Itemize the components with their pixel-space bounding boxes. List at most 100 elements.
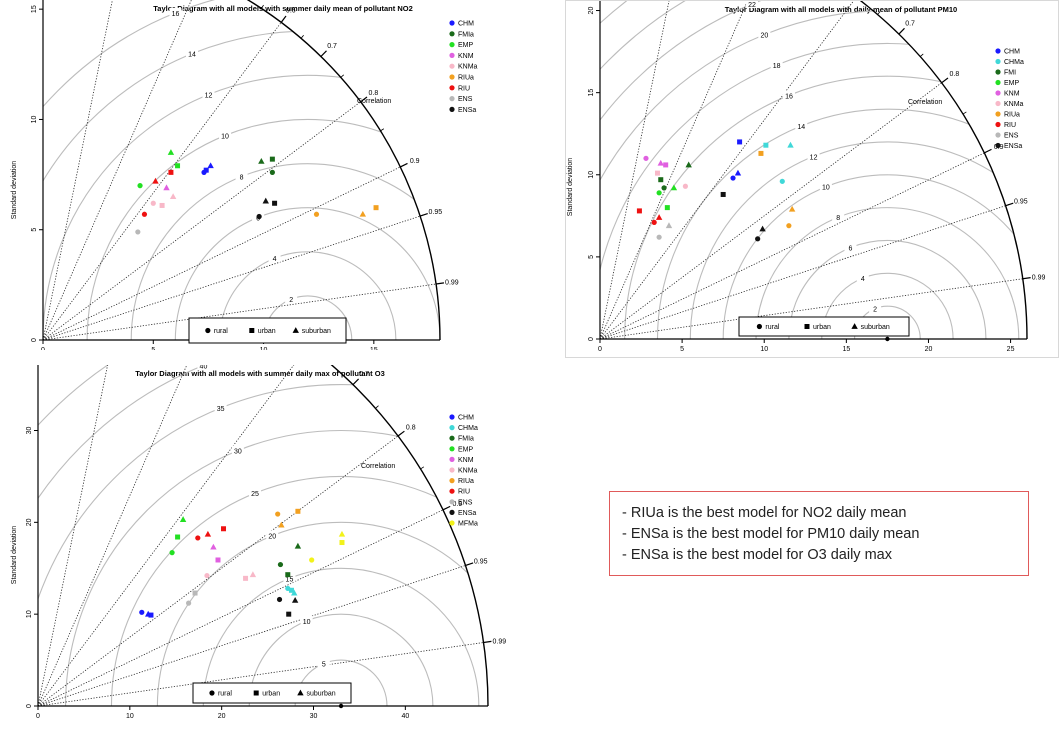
rms-contour-label: 12 [810,154,818,161]
legend-marker-ens [449,96,455,102]
data-point-fmi [685,161,692,168]
site-legend-box [188,317,347,344]
site-legend-suburban-label: suburban [306,691,335,698]
y-tick-label: 20 [26,518,33,526]
correlation-ray [37,565,466,707]
data-point-fmia [269,156,275,162]
data-point-knma [249,571,257,578]
rms-contour [600,1,1027,339]
rms-contour-label: 35 [217,406,225,413]
outer-arc [330,365,489,707]
rms-contour-label: 8 [240,174,244,181]
legend-marker-ensa [995,142,1001,149]
y-axis-label: Standard deviation [11,161,18,219]
correlation-tick-label: 0.95 [429,209,443,216]
rms-label-bg [856,273,869,283]
rms-label-bg [795,120,808,130]
data-point-chm [737,139,743,145]
rms-label-bg [283,573,296,583]
legend-label: KNMa [1004,101,1024,108]
correlation-tick-label: 0.8 [369,90,379,97]
taylor-diagram-no2: Taylor Diagram with all models with summ… [0,0,545,350]
data-point-ens [186,600,192,606]
legend-marker-fmia [449,435,455,441]
legend-marker-riu [995,121,1001,128]
correlation-tick-label: 0.7 [905,21,915,28]
legend-label: ENS [1004,133,1019,140]
data-point-ensa [272,200,278,206]
correlation-minor-tick [465,563,470,566]
data-point-ensa [256,213,262,220]
data-point-chm [730,175,736,181]
correlation-tick-label: 0.6 [286,8,296,15]
rms-contour-label: 15 [286,576,294,583]
correlation-ray [37,365,295,707]
data-point-chm [207,162,214,169]
data-point-chma [763,142,769,148]
legend-label: RIU [458,85,470,92]
data-point-mfma [338,530,346,537]
rms-contour [156,521,488,706]
rms-contour [788,239,987,339]
legend-label: RIU [458,489,470,496]
rms-label-bg [770,59,783,69]
correlation-ray [42,101,361,341]
rms-label-bg [249,488,262,498]
legend-label: RIU [1004,122,1016,129]
data-point-riu [152,177,159,184]
data-point-chm [203,167,209,173]
data-point-knma [204,572,210,579]
correlation-minor-tick [360,99,365,103]
rms-contour [218,251,397,340]
rms-contour-label: 2 [289,297,293,304]
legend-label: EMP [1004,80,1020,87]
correlation-minor-tick [280,18,284,23]
legend-label: MFMa [458,521,478,528]
site-legend-rural-marker [205,327,211,334]
rms-label-bg [782,90,795,100]
legend-marker-knm [995,90,1001,96]
x-tick-label: 20 [218,713,226,720]
correlation-ray [599,1,855,340]
rms-label-bg [317,658,330,668]
data-point-fmia [294,542,302,549]
rms-contour-label: 4 [861,276,865,283]
legend-label: RIUa [458,75,474,82]
legend-marker-riu [449,85,455,91]
data-point-chma [291,589,298,596]
data-point-riu [195,535,201,541]
legend-label: CHM [458,415,474,422]
correlation-minor-tick [400,164,405,168]
rms-label-bg [169,7,182,17]
data-point-chma [779,178,785,184]
legend-label: KNM [1004,91,1020,98]
rms-contour [174,207,440,340]
outer-arc [859,1,1028,340]
data-point-emp [137,183,143,189]
rms-contour-label: 6 [849,246,853,253]
data-point-riu [168,169,174,175]
correlation-minor-tick [1005,204,1010,207]
rms-contour-label: 12 [205,93,213,100]
rms-contour [600,1,1027,339]
data-point-ensa [759,225,766,232]
data-point-ensa [262,197,269,204]
rms-label-bg [202,89,215,99]
correlation-ray [42,22,282,341]
correlation-tick-label: 0.9 [453,501,463,508]
legend-label: KNMa [458,468,478,475]
x-tick-label: 5 [151,347,155,350]
legend-marker-mfma [449,520,455,526]
legend-label: KNM [458,457,474,464]
correlation-minor-tick [420,214,425,217]
correlation-tick-label: 0.95 [474,558,488,565]
data-point-riu [204,530,212,537]
site-legend-rural-marker [209,690,215,696]
y-tick-label: 5 [31,228,38,232]
rms-contour [624,75,1027,339]
rms-contour-label: 10 [303,619,311,626]
correlation-ray [599,82,942,340]
legend-label: RIUa [458,478,474,485]
x-tick-label: 0 [598,346,602,353]
correlation-tick-label: 0.8 [950,71,960,78]
